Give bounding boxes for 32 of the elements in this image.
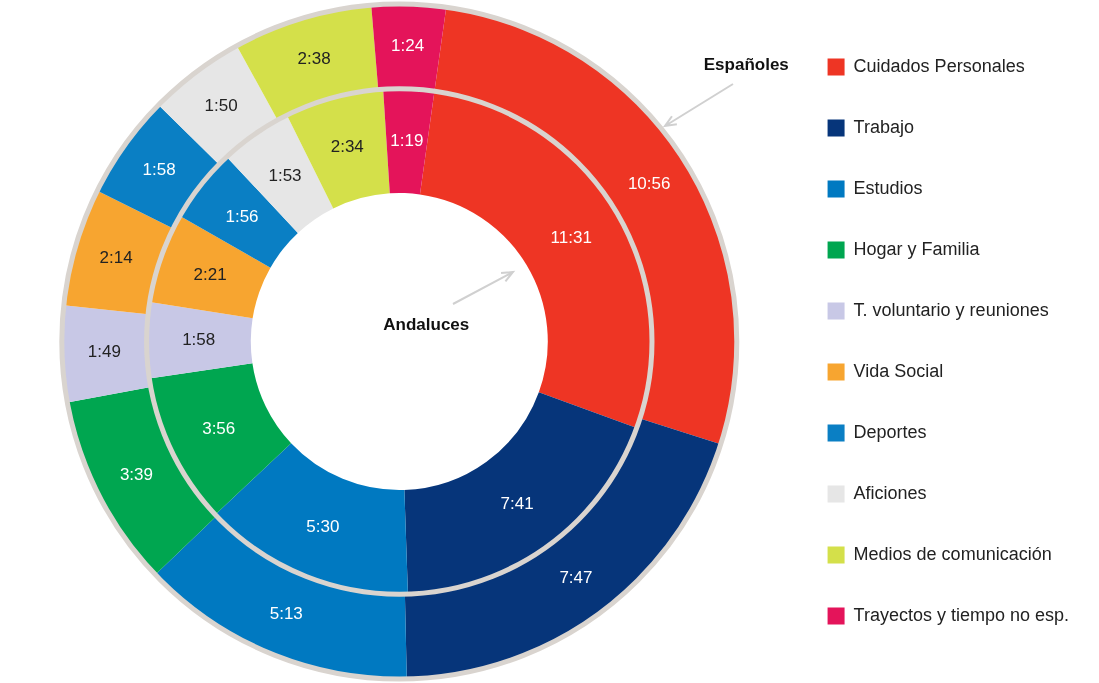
- data-label: 2:38: [297, 48, 331, 68]
- legend-label: Cuidados Personales: [853, 55, 1025, 76]
- data-label: 5:30: [306, 516, 340, 536]
- data-label: 1:24: [391, 36, 425, 56]
- data-label: 11:31: [550, 227, 592, 247]
- legend-label: Aficiones: [853, 482, 927, 503]
- legend-label: Trabajo: [853, 116, 914, 137]
- data-label: 1:50: [204, 95, 238, 115]
- data-label: 3:56: [202, 418, 236, 438]
- data-label: 2:14: [99, 248, 133, 268]
- slice-label: Andaluces: [383, 315, 470, 335]
- data-label: 1:58: [142, 159, 176, 179]
- legend-label: T. voluntario y reuniones: [853, 299, 1049, 320]
- legend-label: Estudios: [853, 177, 923, 198]
- legend-label: Trayectos y tiempo no esp.: [853, 604, 1070, 625]
- data-label: 1:58: [182, 330, 216, 350]
- data-label: 3:39: [119, 465, 153, 485]
- data-label: 7:47: [559, 567, 593, 587]
- data-label: 5:13: [269, 603, 303, 623]
- data-label: 1:53: [268, 166, 302, 186]
- slice-label: Españoles: [703, 55, 789, 75]
- data-label: 1:49: [87, 342, 121, 362]
- data-label: 1:19: [390, 130, 424, 150]
- data-label: 2:34: [330, 137, 364, 157]
- data-label: 1:56: [225, 206, 259, 226]
- data-label: 10:56: [627, 174, 671, 194]
- legend-label: Medios de comunicación: [853, 543, 1052, 564]
- data-label: 7:41: [500, 493, 534, 513]
- data-label: 2:21: [193, 264, 227, 284]
- legend-label: Vida Social: [853, 360, 944, 381]
- legend-label: Hogar y Familia: [853, 238, 981, 259]
- legend-label: Deportes: [853, 421, 927, 442]
